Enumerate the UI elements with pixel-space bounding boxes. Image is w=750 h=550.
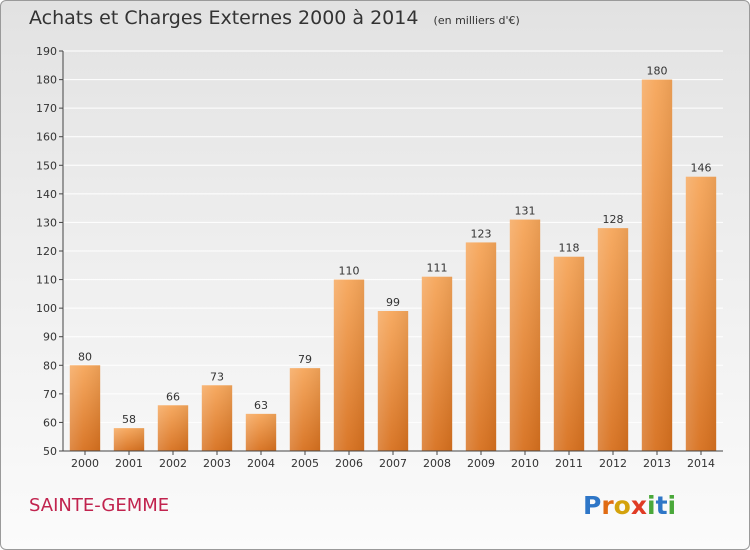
- data-label: 63: [254, 399, 268, 412]
- bar-shine: [289, 368, 321, 451]
- x-tick-label: 2011: [555, 457, 583, 470]
- data-label: 58: [122, 413, 136, 426]
- data-label: 79: [298, 353, 312, 366]
- y-tick-label: 60: [43, 416, 57, 429]
- bar-shine: [685, 176, 717, 451]
- data-label: 73: [210, 370, 224, 383]
- data-label: 146: [691, 162, 712, 175]
- x-tick-label: 2004: [247, 457, 275, 470]
- data-label: 111: [427, 262, 448, 275]
- y-tick-label: 70: [43, 388, 57, 401]
- chart-title-unit: (en milliers d'€): [433, 14, 520, 27]
- y-tick-label: 100: [36, 302, 57, 315]
- bar-shine: [157, 405, 189, 451]
- x-tick-label: 2013: [643, 457, 671, 470]
- x-tick-label: 2002: [159, 457, 187, 470]
- data-label: 128: [603, 213, 624, 226]
- y-axis-ticks: 50 60 70 80 90 100 110 120 130 140 150 160 170 180 190: [36, 45, 63, 458]
- bar-shine: [465, 242, 497, 451]
- y-tick-label: 130: [36, 216, 57, 229]
- x-tick-label: 2000: [71, 457, 99, 470]
- proxiti-logo: Proxiti: [583, 491, 677, 520]
- y-tick-label: 50: [43, 445, 57, 458]
- x-tick-label: 2006: [335, 457, 363, 470]
- bars: 80 58 66 73 63 79 110 99 111 123 131 118 128 180 146: [69, 65, 717, 452]
- data-label: 66: [166, 390, 180, 403]
- data-label: 131: [515, 205, 536, 218]
- bar-shine: [421, 276, 453, 451]
- bar-shine: [201, 385, 233, 451]
- y-tick-label: 150: [36, 159, 57, 172]
- data-label: 99: [386, 296, 400, 309]
- x-tick-label: 2005: [291, 457, 319, 470]
- bar-shine: [245, 413, 277, 451]
- x-tick-label: 2009: [467, 457, 495, 470]
- data-label: 180: [647, 65, 668, 78]
- x-axis-ticks: 2000 2001 2002 2003 2004 2005 2006 2007 2008 2009…: [71, 451, 715, 470]
- y-tick-label: 160: [36, 131, 57, 144]
- y-tick-label: 180: [36, 74, 57, 87]
- x-tick-label: 2003: [203, 457, 231, 470]
- x-tick-label: 2012: [599, 457, 627, 470]
- data-label: 123: [471, 227, 492, 240]
- x-tick-label: 2014: [687, 457, 715, 470]
- bar-shine: [113, 428, 145, 451]
- y-tick-label: 90: [43, 331, 57, 344]
- bar-shine: [377, 311, 409, 451]
- y-tick-label: 190: [36, 45, 57, 58]
- x-tick-label: 2008: [423, 457, 451, 470]
- bar-shine: [69, 365, 101, 451]
- bar-shine: [641, 79, 673, 452]
- bar-shine: [509, 219, 541, 451]
- bar-shine: [333, 279, 365, 451]
- x-tick-label: 2010: [511, 457, 539, 470]
- y-tick-label: 110: [36, 274, 57, 287]
- y-tick-label: 140: [36, 188, 57, 201]
- bar-shine: [597, 228, 629, 451]
- chart-title: Achats et Charges Externes 2000 à 2014 (…: [29, 7, 520, 29]
- bar-shine: [553, 256, 585, 451]
- y-tick-label: 80: [43, 359, 57, 372]
- y-tick-label: 120: [36, 245, 57, 258]
- chart-title-main: Achats et Charges Externes 2000 à 2014: [29, 7, 419, 29]
- y-tick-label: 170: [36, 102, 57, 115]
- data-label: 80: [78, 350, 92, 363]
- x-tick-label: 2007: [379, 457, 407, 470]
- data-label: 110: [339, 265, 360, 278]
- x-tick-label: 2001: [115, 457, 143, 470]
- data-label: 118: [559, 242, 580, 255]
- city-name: SAINTE-GEMME: [29, 495, 170, 516]
